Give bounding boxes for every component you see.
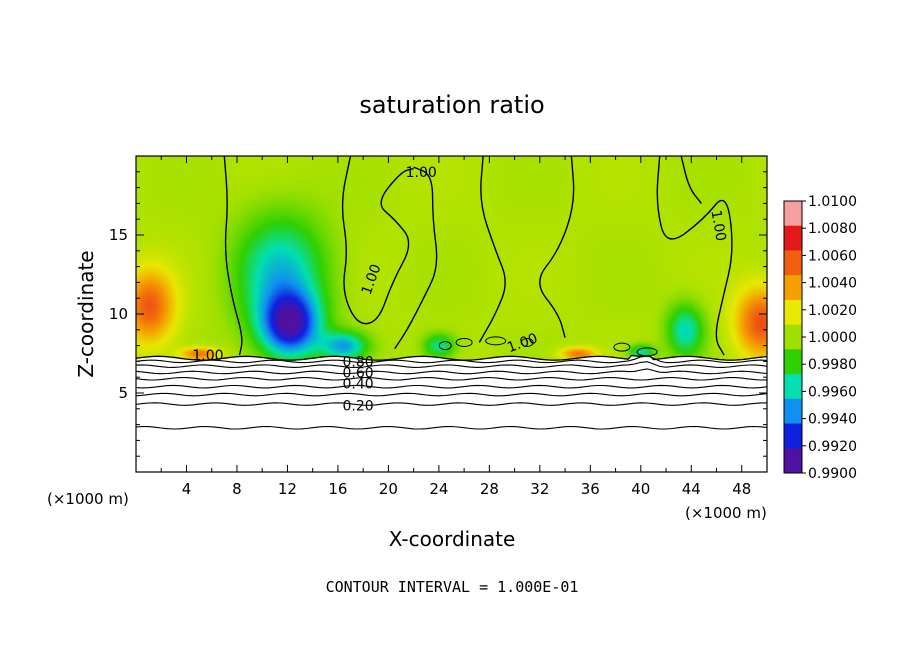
colorbar: 1.0100 1.0080 1.0060 1.0040 1.0020 1.0000 0.99… [783,194,857,482]
colorbar-swatch [784,201,802,227]
heatmap-area [136,156,767,472]
colorbar-label: 0.9960 [808,384,857,400]
contour-line-1.00 [680,156,702,204]
colorbar-label: 1.0020 [808,303,857,319]
colorbar-swatch [784,275,802,301]
contour-loop [613,342,631,352]
y-axis-ticks: 5 10 15 [109,171,767,457]
contour-label-text: 0.40 [343,377,374,393]
contour-line-lower [136,368,767,375]
contour-line-lower [136,361,767,368]
contour-line-lower [136,402,767,406]
contour-label-text: 1.00 [707,209,728,242]
x-tick-label: 44 [682,480,701,498]
contour-line-lower [136,376,767,381]
x-tick-label: 16 [328,480,347,498]
contour-line-1.00 [478,156,506,343]
colorbar-swatch [784,398,802,425]
contour-label-text: 0.80 [343,354,374,370]
contour-label-text: 0.60 [343,365,374,381]
colorbar-label: 1.0080 [808,221,857,237]
colorbar-swatch [784,349,802,375]
contour-line-lower [136,392,767,397]
x-tick-label: 12 [278,480,297,498]
colorbar-label: 1.0060 [808,248,857,264]
contour-label: 1.00 [406,165,437,181]
x-tick-label: 8 [232,480,242,498]
colorbar-swatch [784,423,802,449]
contour-label: 0.60 [343,365,374,381]
colorbar-label: 1.0100 [808,194,857,210]
y-tick-label: 10 [109,305,128,323]
x-tick-label: 36 [581,480,600,498]
colorbar-swatch [784,225,802,251]
contour-line-1.00 [539,156,575,338]
y-tick-label: 15 [109,226,128,244]
colorbar-swatch [784,299,802,326]
x-tick-label: 32 [530,480,549,498]
contour-label: 1.00 [707,209,728,242]
x-tick-label: 4 [182,480,192,498]
contour-label-text: 1.00 [192,348,223,364]
cloud-base-contour [136,354,767,361]
x-tick-label: 24 [429,480,448,498]
x-unit-label-left: (×1000 m) [47,490,129,508]
colorbar-label: 0.9900 [808,466,857,482]
x-tick-label: 20 [379,480,398,498]
y-axis-title: Z-coordinate [74,250,98,377]
contour-loop [636,347,658,357]
contour-loop [455,337,473,347]
contour-line-lower [136,425,767,430]
colorbar-swatch [784,250,802,276]
contour-label: 0.80 [343,354,374,370]
contour-label: 1.00 [192,348,223,364]
colorbar-label: 0.9940 [808,412,857,428]
contour-loop [438,341,452,351]
contour-line-lower [136,384,767,389]
x-axis-ticks: 4 8 12 16 20 24 28 32 36 40 44 48 [160,156,751,498]
colorbar-label: 1.0000 [808,330,857,346]
contour-line-1.00 [394,166,438,350]
colorbar-swatch [784,448,802,474]
x-axis-title: X-coordinate [389,527,516,551]
contour-label-text: 1.00 [406,165,437,181]
contour-interval-footer: CONTOUR INTERVAL = 1.000E-01 [326,578,579,596]
y-tick-label: 5 [118,384,128,402]
colorbar-label: 0.9920 [808,439,857,455]
contour-lines [136,156,767,430]
contour-label: 0.20 [343,399,374,415]
x-tick-label: 28 [480,480,499,498]
x-tick-label: 40 [631,480,650,498]
chart-title: saturation ratio [359,91,544,119]
contour-line-lower [136,355,767,364]
colorbar-swatch [784,324,802,350]
colorbar-label: 0.9980 [808,357,857,373]
contour-line-1.00 [223,156,243,356]
contour-line-1.00 [341,156,414,325]
colorbar-label: 1.0040 [808,276,857,292]
x-unit-label-right: (×1000 m) [685,504,767,522]
contour-label: 0.40 [343,377,374,393]
x-tick-label: 48 [732,480,751,498]
contour-loop [520,337,534,347]
contour-line-1.00 [656,156,733,356]
contour-loop [485,336,507,346]
colorbar-swatch [784,374,802,400]
contour-label-text: 0.20 [343,399,374,415]
